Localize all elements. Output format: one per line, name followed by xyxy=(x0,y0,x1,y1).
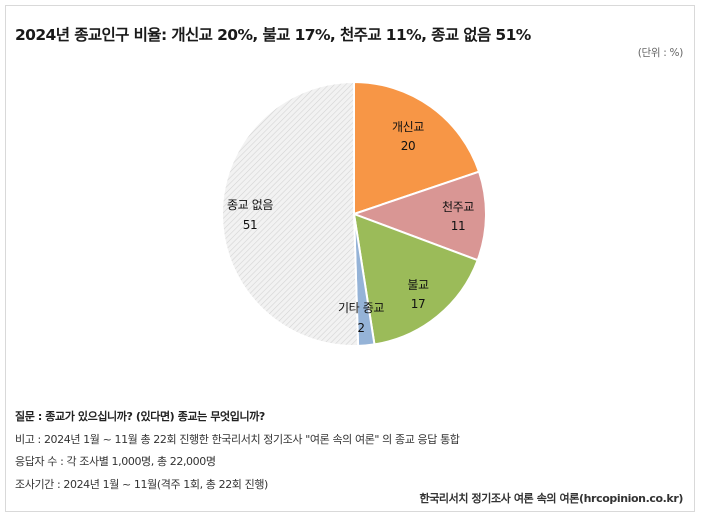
slice-value-none: 51 xyxy=(243,218,257,232)
survey-respondents: 응답자 수 : 각 조사별 1,000명, 총 22,000명 xyxy=(15,455,216,468)
pie-slice-none xyxy=(221,80,360,347)
pie-slice-catholic xyxy=(351,170,487,262)
source-credit: 한국리서치 정기조사 여론 속의 여론(hrcopinion.co.kr) xyxy=(419,492,683,505)
survey-question: 질문 : 종교가 있으십니까? (있다면) 종교는 무엇입니까? xyxy=(15,410,265,423)
slice-value-catholic: 11 xyxy=(451,219,465,233)
unit-label: (단위 : %) xyxy=(637,47,684,59)
slice-value-buddhism: 17 xyxy=(411,297,425,311)
slice-value-protestant: 20 xyxy=(401,139,415,153)
slice-label-catholic: 천주교 xyxy=(442,199,474,214)
survey-remark: 비고 : 2024년 1월 ~ 11월 총 22회 진행한 한국리서치 정기조사… xyxy=(15,432,460,446)
pie-slice-protestant xyxy=(353,80,481,216)
pie-slice-buddhism xyxy=(352,212,479,346)
survey-period: 조사기간 : 2024년 1월 ~ 11월(격주 1회, 총 22회 진행) xyxy=(15,477,268,491)
slice-value-other: 2 xyxy=(357,321,364,335)
slice-label-protestant: 개신교 xyxy=(392,120,424,134)
chart-title: 2024년 종교인구 비율: 개신교 20%, 불교 17%, 천주교 11%,… xyxy=(15,26,531,44)
slice-label-other: 기타 종교 xyxy=(338,301,384,315)
survey-notes: 질문 : 종교가 있으십니까? (있다면) 종교는 무엇입니까? 비고 : 20… xyxy=(15,406,460,496)
slice-label-none: 종교 없음 xyxy=(227,198,273,212)
pie-slices xyxy=(221,80,487,347)
slice-label-buddhism: 불교 xyxy=(407,278,429,292)
